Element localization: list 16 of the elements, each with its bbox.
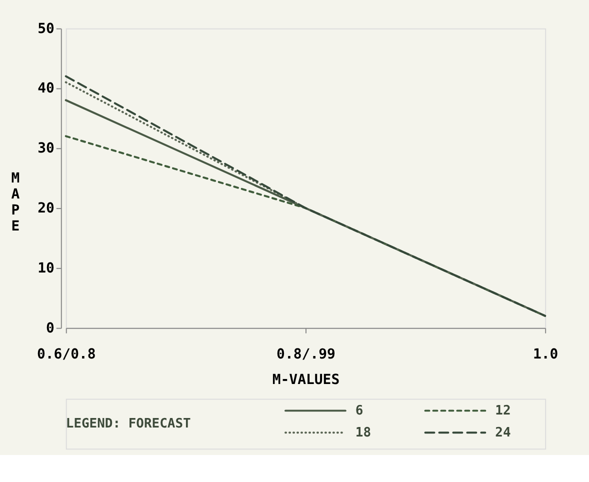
legend-label: 18 xyxy=(355,426,372,441)
x-tick-label: 0.6/0.8 xyxy=(36,346,96,362)
y-tick-label: 10 xyxy=(38,260,54,276)
y-tick-label: 40 xyxy=(38,80,54,97)
legend-label: 12 xyxy=(495,404,511,419)
x-tick-label: 1.0 xyxy=(532,346,558,362)
x-axis-title: M-VALUES xyxy=(272,372,340,388)
legend-title: LEGEND: FORECAST xyxy=(66,416,192,432)
legend-label: 24 xyxy=(495,426,511,441)
y-tick-label: 20 xyxy=(38,200,54,217)
legend-label: 6 xyxy=(355,404,364,419)
y-tick-label: 50 xyxy=(38,20,54,37)
y-tick-label: 30 xyxy=(38,140,54,157)
x-tick-label: 0.8/.99 xyxy=(276,346,336,362)
y-tick-label: 0 xyxy=(46,320,54,336)
y-axis-title: MAPE xyxy=(11,170,20,234)
